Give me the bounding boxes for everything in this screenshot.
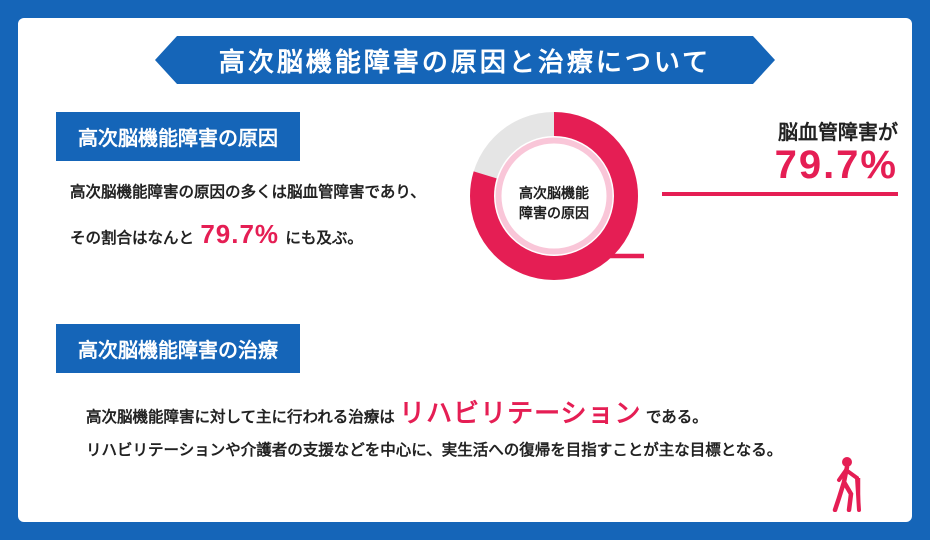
donut-chart: 高次脳機能 障害の原因	[454, 106, 654, 306]
donut-center-line2: 障害の原因	[519, 205, 589, 221]
causes-line2-suffix: にも及ぶ。	[285, 230, 363, 247]
donut-center-line1: 高次脳機能	[519, 185, 589, 201]
treatment-line1-suffix: である。	[646, 409, 708, 426]
causes-line2-prefix: その割合はなんと	[70, 230, 198, 247]
donut-center-label: 高次脳機能 障害の原因	[519, 184, 589, 223]
callout-value: 79.7%	[662, 143, 898, 188]
info-card: 高次脳機能障害の原因と治療について 高次脳機能障害の原因 高次脳機能障害の原因の…	[18, 18, 912, 522]
title-ribbon: 高次脳機能障害の原因と治療について	[155, 36, 775, 84]
treatment-tag: 高次脳機能障害の治療	[56, 324, 300, 373]
treatment-line2: リハビリテーションや介護者の支援などを中心に、実生活への復帰を目指すことが主な目…	[86, 442, 782, 459]
treatment-section: 高次脳機能障害の治療 高次脳機能障害に対して主に行われる治療は リハビリテーショ…	[56, 324, 874, 466]
callout-col: 脳血管障害が 79.7%	[662, 112, 898, 196]
causes-body: 高次脳機能障害の原因の多くは脳血管障害であり、 その割合はなんと 79.7% に…	[56, 177, 446, 260]
causes-pct-inline: 79.7%	[198, 219, 281, 249]
causes-text-col: 高次脳機能障害の原因 高次脳機能障害の原因の多くは脳血管障害であり、 その割合は…	[56, 112, 446, 260]
walking-person-icon	[828, 456, 870, 512]
treatment-body: 高次脳機能障害に対して主に行われる治療は リハビリテーション である。 リハビリ…	[56, 389, 874, 466]
callout-underline	[662, 192, 898, 196]
causes-row: 高次脳機能障害の原因 高次脳機能障害の原因の多くは脳血管障害であり、 その割合は…	[56, 112, 874, 306]
page-title: 高次脳機能障害の原因と治療について	[177, 36, 753, 84]
treatment-line1-prefix: 高次脳機能障害に対して主に行われる治療は	[86, 409, 399, 426]
treatment-keyword: リハビリテーション	[399, 398, 641, 428]
causes-line1: 高次脳機能障害の原因の多くは脳血管障害であり、	[70, 184, 426, 201]
callout-label: 脳血管障害が	[662, 116, 898, 145]
causes-tag: 高次脳機能障害の原因	[56, 112, 300, 161]
